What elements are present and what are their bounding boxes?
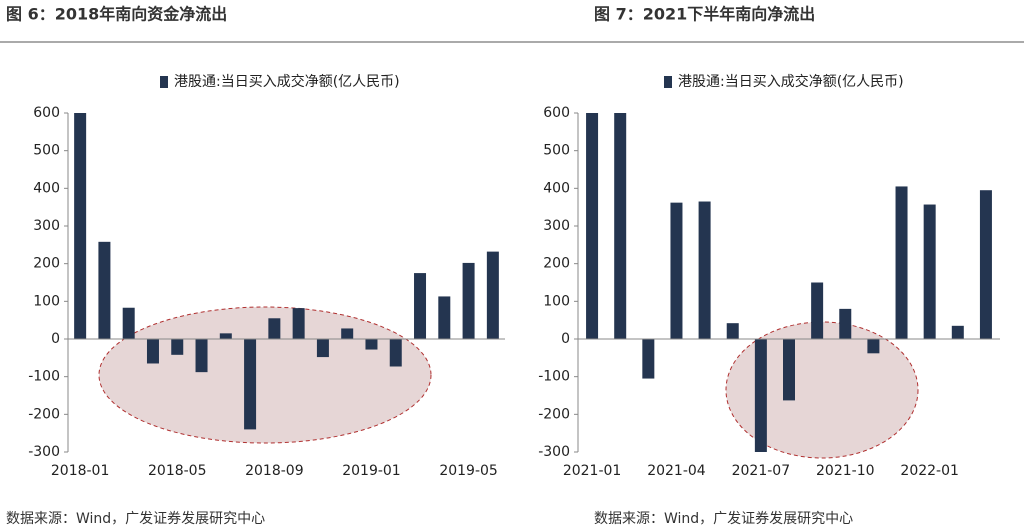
y-tick-label: 0: [561, 331, 570, 347]
bar: [414, 273, 427, 339]
highlight-ellipse: [725, 321, 919, 459]
x-tick-label: 2018-05: [148, 463, 207, 479]
y-tick-label: 300: [543, 218, 570, 234]
bar: [316, 339, 329, 358]
x-tick-label: 2019-05: [439, 463, 498, 479]
bar: [670, 202, 683, 339]
y-tick-label: -100: [538, 369, 570, 385]
bar: [839, 308, 852, 339]
bar: [811, 282, 824, 339]
bar: [389, 339, 402, 367]
bar: [698, 201, 711, 339]
legend-swatch: [664, 76, 672, 88]
y-tick-label: -300: [28, 444, 60, 460]
x-tick-label: 2018-01: [51, 463, 110, 479]
y-tick-label: 500: [33, 143, 60, 159]
y-tick-label: 200: [543, 256, 570, 272]
bar: [171, 339, 184, 355]
source: 数据来源：Wind，广发证券发展研究中心: [6, 511, 265, 527]
bar: [486, 251, 499, 339]
bar: [98, 241, 111, 339]
source: 数据来源：Wind，广发证券发展研究中心: [594, 511, 853, 527]
bar: [244, 339, 257, 430]
y-tick-label: 400: [543, 180, 570, 196]
legend-label: 港股通:当日买入成交净额(亿人民币): [678, 73, 904, 90]
y-tick-label: -200: [538, 406, 570, 422]
y-tick-label: 300: [33, 218, 60, 234]
x-tick-label: 2021-07: [732, 463, 791, 479]
bar: [951, 325, 964, 339]
highlight-ellipse: [98, 306, 432, 444]
y-tick-label: 100: [33, 293, 60, 309]
bar: [783, 339, 795, 401]
y-tick-label: 500: [543, 143, 570, 159]
bar: [268, 318, 281, 339]
bar: [979, 190, 992, 339]
bar: [195, 339, 208, 373]
bar: [586, 113, 599, 339]
bar: [219, 333, 232, 339]
bar: [146, 339, 159, 364]
bar: [614, 113, 627, 339]
bar: [365, 339, 378, 350]
y-tick-label: -300: [538, 444, 570, 460]
y-tick-label: 400: [33, 180, 60, 196]
bar: [726, 323, 739, 339]
bar: [292, 308, 305, 339]
chart-title: 图 7：2021下半年南向净流出: [594, 5, 815, 24]
bar: [867, 339, 880, 354]
bar: [122, 307, 135, 339]
y-tick-label: -100: [28, 369, 60, 385]
y-tick-label: 0: [51, 331, 60, 347]
x-tick-label: 2019-01: [342, 463, 401, 479]
bar: [341, 328, 354, 339]
y-tick-label: 600: [33, 105, 60, 121]
y-tick-label: -200: [28, 406, 60, 422]
x-tick-label: 2021-04: [647, 463, 706, 479]
bar: [642, 339, 655, 379]
bar: [462, 262, 475, 339]
legend-swatch: [160, 76, 168, 88]
y-tick-label: 600: [543, 105, 570, 121]
bar: [754, 339, 767, 452]
bar: [895, 186, 908, 339]
x-tick-label: 2018-09: [245, 463, 304, 479]
chart-title: 图 6：2018年南向资金净流出: [6, 5, 227, 24]
bar: [438, 296, 451, 339]
x-tick-label: 2022-01: [900, 463, 959, 479]
x-tick-label: 2021-10: [816, 463, 875, 479]
bar: [923, 204, 936, 339]
x-tick-label: 2021-01: [563, 463, 622, 479]
y-tick-label: 100: [543, 293, 570, 309]
bar: [74, 113, 87, 339]
y-tick-label: 200: [33, 256, 60, 272]
legend-label: 港股通:当日买入成交净额(亿人民币): [174, 73, 400, 90]
